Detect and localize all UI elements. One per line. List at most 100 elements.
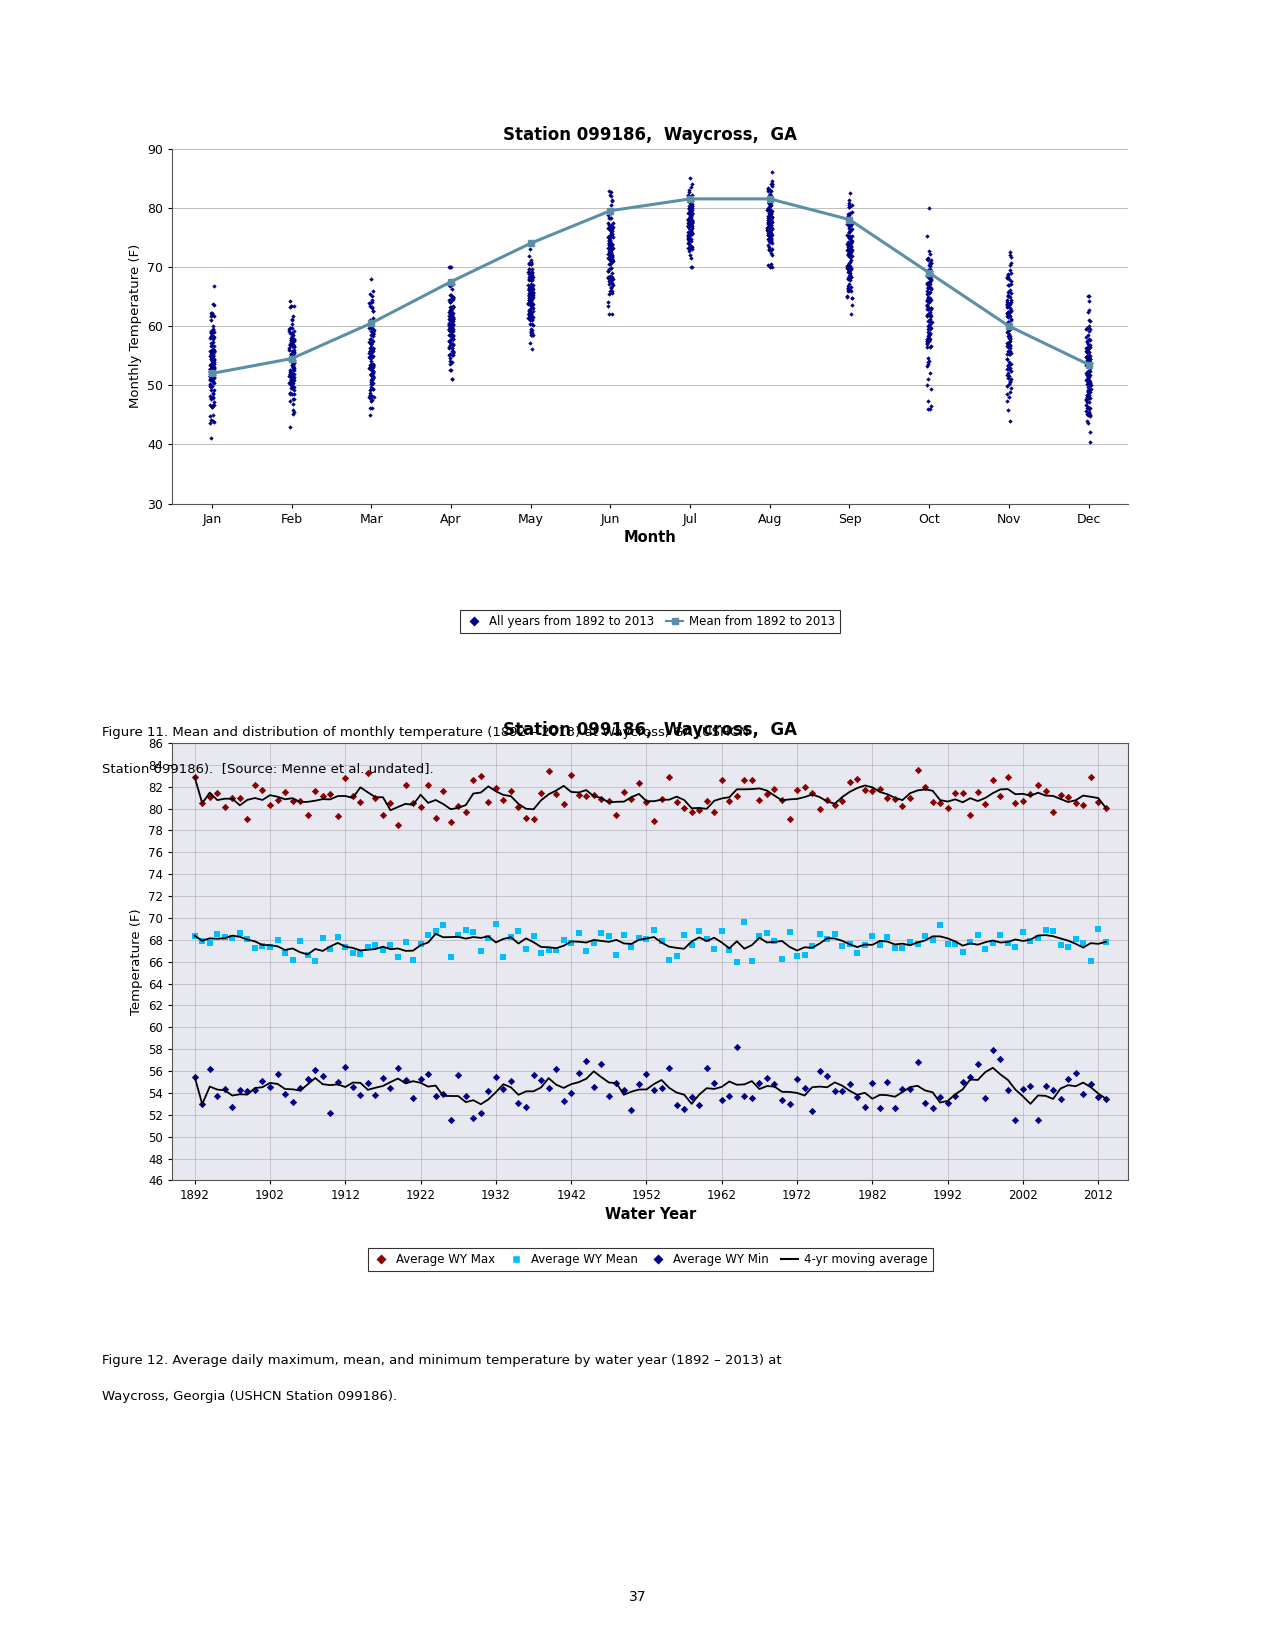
Point bbox=[652, 928, 672, 954]
Point bbox=[523, 279, 543, 305]
Point bbox=[279, 335, 300, 362]
Point bbox=[440, 272, 460, 299]
Point bbox=[757, 196, 778, 223]
Point bbox=[201, 320, 222, 347]
Point bbox=[601, 241, 621, 267]
Point bbox=[711, 766, 732, 792]
Point bbox=[998, 322, 1019, 348]
Point bbox=[761, 241, 782, 267]
Point bbox=[361, 322, 381, 348]
Point bbox=[193, 1091, 213, 1118]
Point bbox=[343, 783, 363, 809]
Point bbox=[839, 239, 859, 266]
Point bbox=[750, 1070, 770, 1096]
Point bbox=[440, 340, 460, 367]
Point bbox=[915, 774, 936, 801]
Point bbox=[530, 779, 551, 806]
Point bbox=[1043, 1076, 1063, 1103]
Point bbox=[203, 342, 223, 368]
Point bbox=[360, 335, 380, 362]
Point bbox=[997, 291, 1017, 317]
Point bbox=[862, 778, 882, 804]
Point bbox=[203, 353, 223, 380]
Point bbox=[757, 213, 778, 239]
Point bbox=[847, 1085, 867, 1111]
Point bbox=[839, 253, 859, 279]
Point bbox=[360, 291, 380, 317]
Point bbox=[440, 329, 460, 355]
Point bbox=[601, 180, 621, 206]
Point bbox=[362, 337, 382, 363]
Point bbox=[704, 936, 724, 963]
Point bbox=[201, 367, 222, 393]
Point bbox=[521, 266, 542, 292]
Point bbox=[441, 809, 462, 835]
Point bbox=[836, 221, 857, 248]
Point bbox=[601, 220, 621, 246]
Point bbox=[599, 923, 620, 949]
Point bbox=[682, 172, 703, 198]
Point bbox=[680, 188, 700, 215]
Point bbox=[470, 1100, 491, 1126]
Point bbox=[839, 251, 859, 277]
Point bbox=[919, 287, 940, 314]
Point bbox=[442, 340, 463, 367]
Point bbox=[1079, 299, 1099, 325]
Point bbox=[203, 353, 223, 380]
Text: Station 099186).  [Source: Menne et al. undated].: Station 099186). [Source: Menne et al. u… bbox=[102, 763, 434, 776]
Point bbox=[283, 381, 303, 408]
Point bbox=[761, 185, 782, 211]
Point bbox=[521, 307, 542, 334]
Point bbox=[1076, 391, 1096, 418]
Point bbox=[1001, 367, 1021, 393]
Point bbox=[362, 329, 382, 355]
Point bbox=[204, 302, 224, 329]
Point bbox=[760, 208, 780, 234]
Point bbox=[441, 332, 462, 358]
Point bbox=[1076, 352, 1096, 378]
Point bbox=[204, 347, 224, 373]
Point bbox=[919, 300, 940, 327]
Point bbox=[922, 334, 942, 360]
Point bbox=[929, 791, 950, 817]
Point bbox=[283, 401, 303, 428]
Point bbox=[283, 360, 303, 386]
Point bbox=[759, 236, 779, 263]
Point bbox=[518, 305, 538, 332]
Point bbox=[284, 400, 305, 426]
Point bbox=[362, 358, 382, 385]
Point bbox=[363, 317, 384, 343]
Point bbox=[441, 254, 462, 281]
Point bbox=[918, 388, 938, 414]
Point bbox=[917, 292, 937, 319]
Point bbox=[439, 309, 459, 335]
Point bbox=[1001, 287, 1021, 314]
Point bbox=[440, 287, 460, 314]
Point bbox=[1080, 371, 1100, 398]
Point bbox=[1012, 788, 1033, 814]
Point bbox=[601, 216, 621, 243]
Point bbox=[998, 362, 1019, 388]
Point bbox=[599, 178, 620, 205]
Point bbox=[918, 367, 938, 393]
Point bbox=[520, 304, 541, 330]
Point bbox=[919, 289, 940, 315]
Point bbox=[734, 1083, 755, 1109]
Point bbox=[199, 363, 219, 390]
Point bbox=[204, 358, 224, 385]
Point bbox=[599, 241, 620, 267]
Point bbox=[759, 225, 779, 251]
Point bbox=[362, 335, 382, 362]
Point bbox=[519, 266, 539, 292]
Point bbox=[279, 368, 300, 395]
Point bbox=[283, 352, 303, 378]
Point bbox=[921, 253, 941, 279]
Point bbox=[759, 220, 779, 246]
Point bbox=[937, 1090, 958, 1116]
Point bbox=[470, 763, 491, 789]
Point bbox=[201, 355, 222, 381]
Point bbox=[838, 233, 858, 259]
Point bbox=[520, 319, 541, 345]
Point bbox=[279, 347, 300, 373]
Point bbox=[761, 220, 782, 246]
